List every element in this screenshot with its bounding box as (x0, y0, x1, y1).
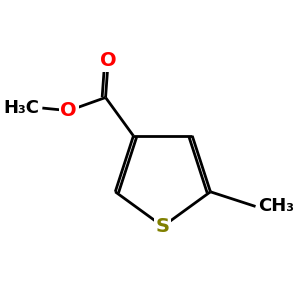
Text: S: S (156, 217, 170, 236)
Text: O: O (60, 101, 77, 120)
Text: O: O (100, 51, 116, 70)
Text: H₃C: H₃C (4, 99, 40, 117)
Text: CH₃: CH₃ (258, 197, 294, 215)
